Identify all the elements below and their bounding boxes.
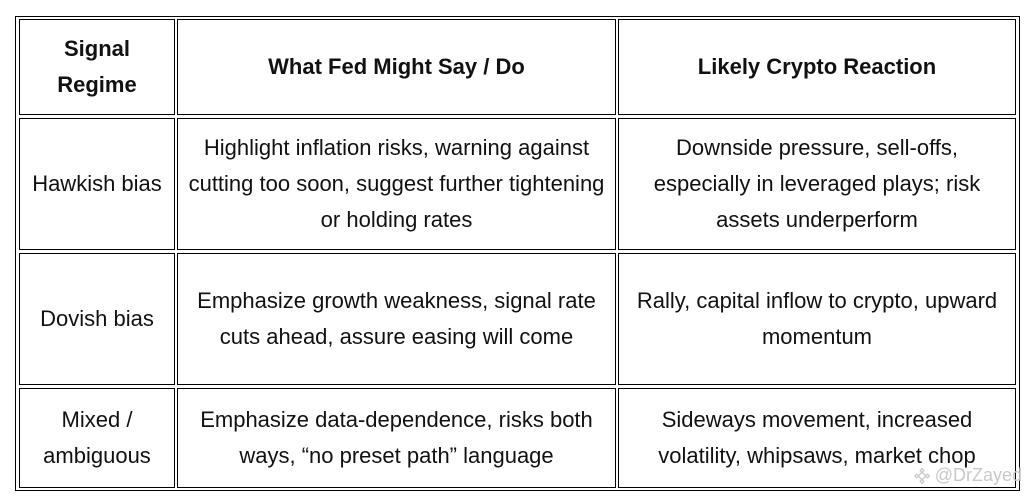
header-fed-action: What Fed Might Say / Do bbox=[177, 19, 616, 115]
fed-action-cell: Highlight inflation risks, warning again… bbox=[177, 118, 616, 250]
crypto-reaction-cell: Sideways movement, increased volatility,… bbox=[618, 388, 1016, 488]
table-header-row: Signal Regime What Fed Might Say / Do Li… bbox=[16, 19, 1019, 115]
fed-action-cell: Emphasize data-dependence, risks both wa… bbox=[177, 388, 616, 488]
fed-action-cell: Emphasize growth weakness, signal rate c… bbox=[177, 253, 616, 385]
regime-cell: Dovish bias bbox=[19, 253, 175, 385]
table-row: Dovish bias Emphasize growth weakness, s… bbox=[16, 253, 1019, 385]
binance-logo-icon bbox=[913, 467, 930, 484]
header-signal-regime: Signal Regime bbox=[19, 19, 175, 115]
regime-table: Signal Regime What Fed Might Say / Do Li… bbox=[15, 16, 1020, 491]
regime-cell: Hawkish bias bbox=[19, 118, 175, 250]
crypto-reaction-cell: Downside pressure, sell-offs, especially… bbox=[618, 118, 1016, 250]
table-row: Hawkish bias Highlight inflation risks, … bbox=[16, 118, 1019, 250]
table-row: Mixed / ambiguous Emphasize data-depende… bbox=[16, 388, 1019, 488]
watermark: @DrZayed bbox=[913, 465, 1022, 486]
crypto-reaction-cell: Rally, capital inflow to crypto, upward … bbox=[618, 253, 1016, 385]
regime-cell: Mixed / ambiguous bbox=[19, 388, 175, 488]
header-crypto-reaction: Likely Crypto Reaction bbox=[618, 19, 1016, 115]
watermark-text: @DrZayed bbox=[934, 465, 1022, 485]
